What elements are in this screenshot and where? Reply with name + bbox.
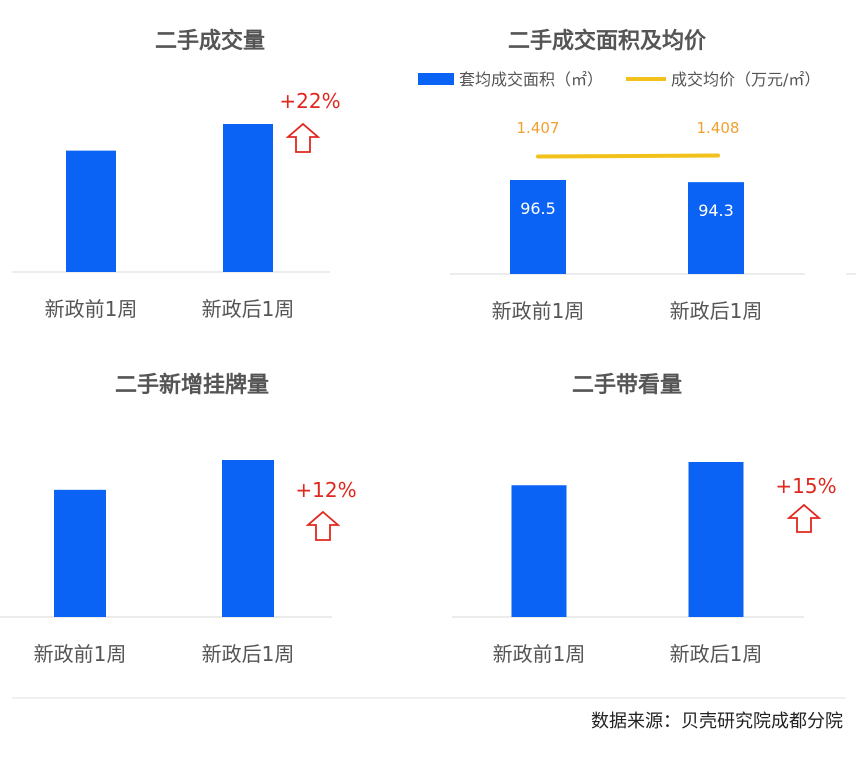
- bar: [66, 150, 116, 272]
- change-label: +15%: [775, 474, 836, 498]
- legend-swatch-bar: [418, 73, 454, 85]
- bar: [223, 124, 273, 272]
- bar: [222, 460, 274, 617]
- chart-title: 二手成交面积及均价: [508, 28, 707, 54]
- x-tick-label: 新政前1周: [493, 642, 586, 666]
- legend-label: 套均成交面积（㎡）: [459, 70, 603, 89]
- chart-panel-viewings: 二手带看量 新政前1周 新政后1周 +15%: [452, 373, 837, 666]
- bar: [511, 485, 567, 617]
- up-arrow-outline-icon: [305, 510, 341, 541]
- chart-panel-area-and-price: 二手成交面积及均价 套均成交面积（㎡） 成交均价（万元/㎡） 新政前1周 新政后…: [418, 28, 856, 323]
- x-tick-label: 新政后1周: [202, 297, 295, 321]
- source-note: 数据来源：贝壳研究院成都分院: [591, 711, 843, 732]
- up-arrow-outline-icon: [786, 503, 822, 533]
- bar-value-label: 96.5: [520, 199, 556, 218]
- change-label: +12%: [295, 478, 356, 502]
- bar: [510, 180, 566, 274]
- chart-title: 二手带看量: [572, 373, 682, 398]
- bar-value-label: 94.3: [698, 201, 734, 220]
- chart-panel-transaction-volume: 二手成交量 新政前1周 新政后1周 +22%: [12, 28, 341, 321]
- bar: [688, 182, 744, 274]
- chart-title: 二手新增挂牌量: [115, 372, 269, 398]
- bar: [54, 489, 106, 617]
- x-tick-label: 新政后1周: [670, 642, 763, 666]
- x-tick-label: 新政后1周: [670, 299, 763, 323]
- up-arrow-outline-icon: [285, 122, 321, 153]
- change-label: +22%: [279, 89, 340, 113]
- line-series: [536, 153, 720, 159]
- line-value-label: 1.407: [517, 119, 560, 137]
- chart-marks: 96.5 94.3 1.407 1.408: [54, 119, 744, 617]
- line-value-label: 1.408: [697, 119, 740, 137]
- x-tick-label: 新政前1周: [34, 642, 127, 666]
- bar: [688, 462, 744, 617]
- x-tick-label: 新政前1周: [45, 297, 138, 321]
- x-tick-label: 新政前1周: [492, 299, 585, 323]
- x-tick-label: 新政后1周: [202, 642, 295, 666]
- chart-panel-new-listings: 二手新增挂牌量 新政前1周 新政后1周 +12%: [0, 372, 357, 666]
- legend-label: 成交均价（万元/㎡）: [671, 70, 820, 89]
- chart-title: 二手成交量: [155, 28, 265, 54]
